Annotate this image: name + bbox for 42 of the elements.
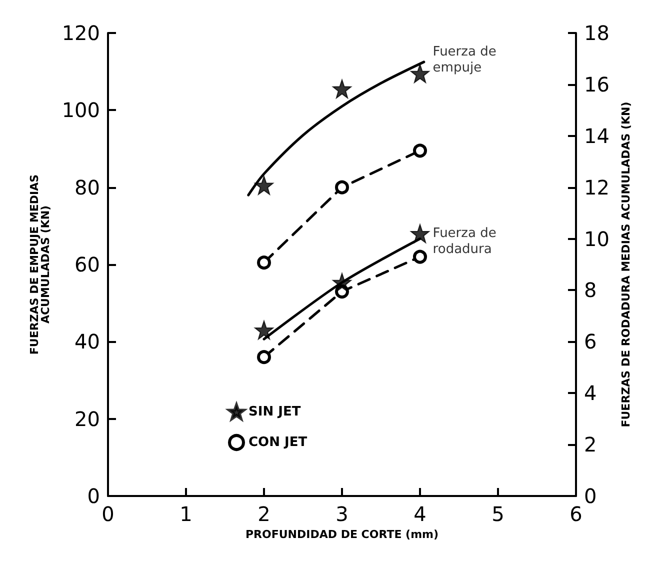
point <box>257 256 271 270</box>
annotation: Fuerza de empuje <box>432 44 496 76</box>
legend-label: CON JET <box>248 435 308 450</box>
point <box>335 180 349 194</box>
point <box>332 79 352 98</box>
x-tick-label: 1 <box>180 502 192 526</box>
x-tick-label: 6 <box>570 502 582 526</box>
point <box>257 350 271 364</box>
point <box>410 224 430 244</box>
y-tick-label: 40 <box>74 330 100 354</box>
legend-label: SIN JET <box>248 404 301 420</box>
y-axis-title: FUERZAS DE EMPUJE MEDIAS ACUMULADAS (KN) <box>28 174 52 355</box>
point <box>410 64 430 84</box>
annotation: Fuerza de rodadura <box>432 226 496 257</box>
point <box>332 273 352 292</box>
y2-tick-label: 6 <box>584 330 597 354</box>
point <box>254 320 274 340</box>
x-tick-label: 3 <box>336 502 348 526</box>
y-tick-label: 80 <box>74 175 100 200</box>
x-axis-title: PROFUNDIDAD DE CORTE (mm) <box>245 528 439 541</box>
y2-tick-label: 4 <box>584 381 597 406</box>
y2-tick-label: 8 <box>584 278 597 302</box>
y-tick-label: 100 <box>62 98 100 122</box>
y-tick-label: 0 <box>87 484 100 508</box>
y2-tick-label: 18 <box>584 21 610 45</box>
y2-tick-label: 2 <box>584 432 597 457</box>
point <box>254 176 274 195</box>
y2-tick-label: 12 <box>584 175 610 200</box>
y2-tick-label: 10 <box>584 226 610 251</box>
y2-tick-label: 14 <box>584 124 610 148</box>
point <box>413 250 427 264</box>
y-tick-label: 60 <box>74 252 100 276</box>
x-tick-label: 4 <box>414 502 426 526</box>
y2-tick-label: 16 <box>584 72 610 96</box>
point <box>413 144 427 158</box>
y2-tick-label: 0 <box>584 484 597 508</box>
y-tick-label: 20 <box>74 406 100 431</box>
x-tick-label: 5 <box>492 502 504 526</box>
x-tick-label: 0 <box>102 502 114 526</box>
y2-axis-title: FUERZAS DE RODADURA MEDIAS ACUMULADAS (KN) <box>619 102 632 428</box>
x-tick-label: 2 <box>258 502 270 526</box>
y-tick-label: 120 <box>62 21 100 45</box>
